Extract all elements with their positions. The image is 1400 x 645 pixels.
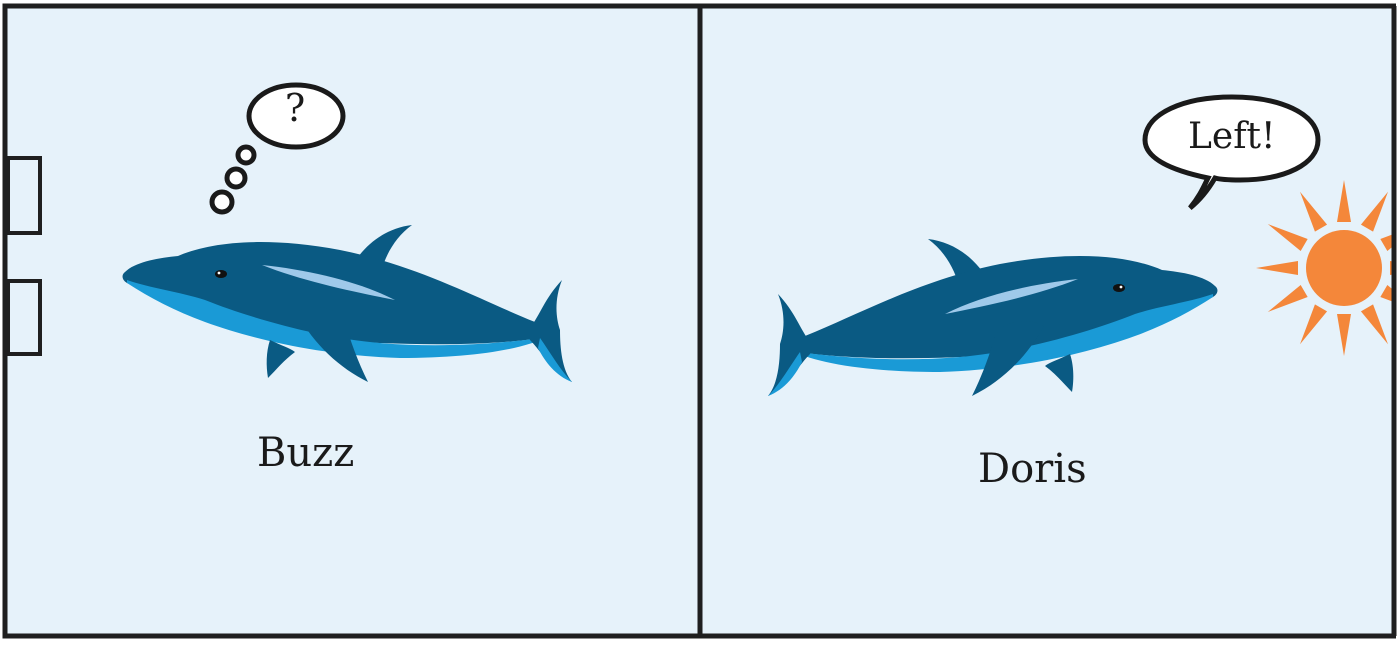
thought-bubble-text: ? <box>284 86 306 130</box>
speech-bubble-text: Left! <box>1188 116 1276 157</box>
wall-opening-top <box>6 156 42 235</box>
sun-icon <box>1256 180 1400 356</box>
speech-bubble <box>1142 94 1321 210</box>
wall-opening-bottom <box>6 279 42 356</box>
thought-bubble <box>209 82 346 215</box>
dolphin-label-buzz: Buzz <box>257 430 355 476</box>
frame-edge-mask <box>1396 0 1400 645</box>
dolphin-label-doris: Doris <box>978 446 1087 492</box>
